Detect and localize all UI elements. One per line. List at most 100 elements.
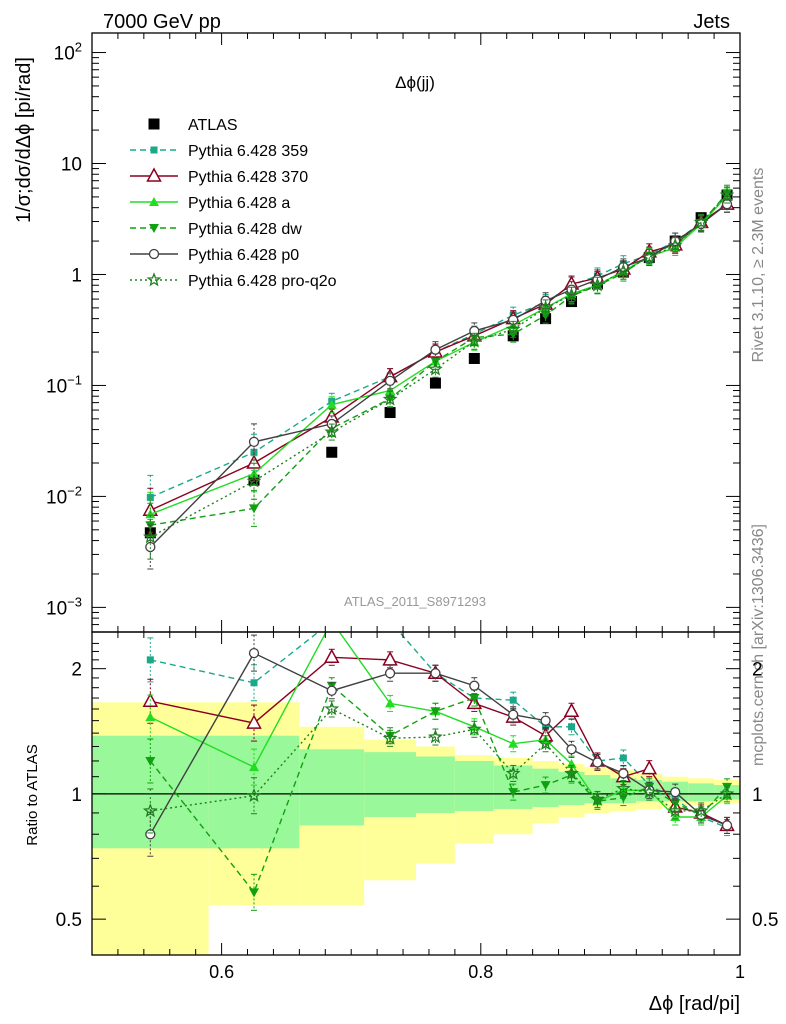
series-pq2o [142, 186, 735, 560]
point-pq2o [667, 803, 683, 818]
band-inner-bin [299, 749, 365, 826]
legend-marker-p359 [150, 146, 158, 154]
point-pq2o [667, 237, 683, 252]
point-pq2o [324, 701, 340, 716]
point-pq2o [427, 729, 443, 744]
point-pq2o [246, 787, 262, 803]
point-pq2o [719, 187, 735, 202]
point-p359 [250, 679, 258, 687]
point-pa [326, 399, 337, 409]
point-pq2o [142, 529, 158, 544]
point-p359 [509, 696, 517, 704]
point-pq2o [505, 321, 521, 336]
y-tick-label: 10 [61, 155, 82, 176]
ratio-y-tick-label-right: 1 [752, 785, 763, 806]
point-pq2o [538, 300, 553, 315]
y-tick-label: 102 [54, 40, 82, 65]
y-tick-label: 10−2 [46, 483, 82, 508]
point-pq2o [466, 721, 482, 736]
point-pdw [508, 788, 519, 798]
point-p370 [641, 760, 658, 775]
point-atlas [326, 446, 338, 458]
point-pdw [469, 694, 480, 704]
point-pp0 [248, 647, 260, 659]
point-pq2o [382, 730, 398, 745]
ratio-y-tick-label: 0.5 [56, 910, 82, 931]
ratio-y-tick-label: 2 [71, 660, 82, 681]
point-pp0 [384, 375, 396, 387]
point-pq2o [641, 784, 657, 799]
point-pdw [430, 707, 441, 717]
mcplots-label: mcplots.cern.ch [arXiv:1306.3436] [750, 524, 767, 766]
point-pq2o [719, 786, 735, 801]
legend-marker-pa [149, 197, 159, 206]
point-pdw [722, 189, 733, 199]
point-pq2o [693, 803, 709, 818]
legend-marker-pp0 [148, 248, 160, 260]
plot-title: Δϕ(jj) [395, 73, 435, 92]
y-tick-label: 10−1 [46, 372, 82, 397]
band-inner-bin [454, 760, 494, 811]
ratio-y-tick-label-right: 0.5 [752, 910, 778, 931]
point-p359 [568, 723, 576, 731]
header-left: 7000 GeV pp [103, 11, 221, 33]
point-pp0 [670, 786, 681, 798]
point-p359 [619, 754, 627, 762]
point-pq2o [564, 287, 579, 302]
point-pa [249, 468, 259, 478]
x-tick-label: 0.8 [468, 962, 493, 982]
legend-label-p359: Pythia 6.428 359 [188, 143, 308, 160]
band-inner-bin [688, 783, 715, 802]
ratio-panel: Ratio to ATLAS Δϕ [rad/pi] 0.6 0.8 1 0.5 0.5… [24, 618, 778, 1015]
point-pp0 [721, 820, 733, 831]
point-pq2o [324, 424, 340, 439]
uncertainty-bands [92, 702, 740, 955]
series-pa [145, 187, 733, 537]
point-pq2o [538, 735, 553, 751]
point-pdw [540, 781, 551, 791]
point-pq2o [589, 791, 605, 806]
point-pa [385, 698, 396, 708]
point-pa [508, 738, 519, 748]
point-pa [145, 509, 156, 519]
y-tick-label: 1 [71, 265, 82, 286]
point-pp0 [430, 344, 441, 355]
ratio-y-tick-label: 1 [71, 785, 82, 806]
band-inner-bin [364, 752, 416, 818]
point-pq2o [641, 249, 657, 264]
point-p359 [542, 723, 550, 731]
main-panel: Δϕ(jj) ATLAS_2011_S8971293 1/σ;dσ/dΔϕ [p… [13, 32, 741, 633]
point-pq2o [246, 473, 262, 488]
x-axis-label: Δϕ [rad/pi] [649, 993, 740, 1015]
legend-marker-p370 [146, 167, 162, 182]
legend-label-pdw: Pythia 6.428 dw [188, 221, 302, 238]
point-pp0 [618, 768, 629, 779]
point-pa [385, 385, 396, 395]
point-p359 [328, 618, 335, 625]
legend-marker-pq2o [146, 272, 162, 287]
series-pq2o [142, 700, 735, 834]
point-pp0 [430, 668, 441, 679]
point-pq2o [466, 333, 482, 348]
point-pq2o [505, 765, 521, 780]
y-tick-label: 10−3 [46, 594, 82, 619]
legend-marker-pdw [149, 224, 159, 233]
point-pp0 [592, 757, 603, 768]
point-p370 [246, 714, 262, 729]
point-pq2o [589, 277, 605, 292]
series-group [142, 618, 735, 911]
series-pp0 [145, 634, 733, 857]
point-pp0 [145, 829, 156, 840]
point-atlas [429, 377, 441, 389]
point-p359 [387, 618, 394, 625]
band-inner-bin [416, 756, 455, 813]
band-inner-bin [208, 735, 300, 849]
point-pp0 [721, 199, 733, 210]
point-pp0 [540, 715, 551, 726]
point-pdw [249, 888, 259, 898]
point-pq2o [693, 214, 709, 229]
x-tick-label: 1 [735, 962, 745, 982]
header-right: Jets [693, 11, 730, 33]
x-tick-label: 0.6 [209, 962, 234, 982]
